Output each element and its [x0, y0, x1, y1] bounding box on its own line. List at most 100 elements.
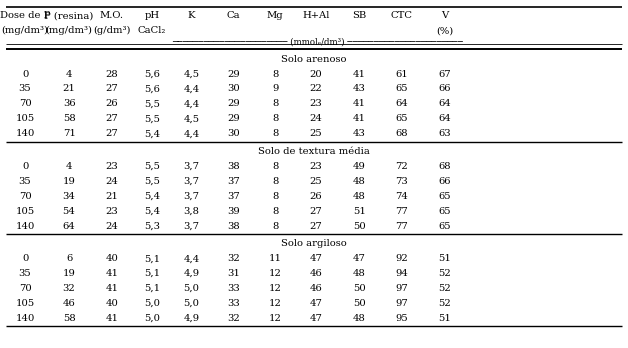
Text: 64: 64 — [63, 222, 75, 231]
Text: 5,4: 5,4 — [144, 207, 160, 216]
Text: 46: 46 — [310, 284, 322, 293]
Text: 3,8: 3,8 — [183, 207, 200, 216]
Text: 8: 8 — [272, 114, 278, 124]
Text: 19: 19 — [63, 177, 75, 186]
Text: 92: 92 — [396, 254, 408, 263]
Text: 65: 65 — [396, 85, 408, 94]
Text: 65: 65 — [438, 192, 451, 201]
Text: 24: 24 — [310, 114, 322, 124]
Text: 70: 70 — [19, 284, 31, 293]
Text: 21: 21 — [106, 192, 118, 201]
Text: 48: 48 — [353, 314, 365, 323]
Text: 5,1: 5,1 — [144, 254, 160, 263]
Text: 35: 35 — [19, 177, 31, 186]
Text: 70: 70 — [19, 192, 31, 201]
Text: 47: 47 — [353, 254, 365, 263]
Text: 20: 20 — [310, 70, 322, 79]
Text: 41: 41 — [106, 269, 118, 278]
Text: 24: 24 — [106, 177, 118, 186]
Text: 97: 97 — [396, 284, 408, 293]
Text: 46: 46 — [63, 299, 75, 308]
Text: 51: 51 — [353, 207, 365, 216]
Text: 12: 12 — [269, 299, 281, 308]
Text: Ca: Ca — [227, 11, 241, 20]
Text: 39: 39 — [227, 207, 240, 216]
Text: 4,4: 4,4 — [183, 85, 200, 94]
Text: 140: 140 — [16, 129, 35, 139]
Text: 5,0: 5,0 — [144, 314, 160, 323]
Text: 43: 43 — [353, 85, 365, 94]
Text: 33: 33 — [227, 284, 240, 293]
Text: 47: 47 — [310, 299, 322, 308]
Text: M.O.: M.O. — [100, 11, 124, 20]
Text: 140: 140 — [16, 314, 35, 323]
Text: 68: 68 — [438, 162, 451, 171]
Text: 66: 66 — [438, 85, 451, 94]
Text: 49: 49 — [353, 162, 365, 171]
Text: 51: 51 — [438, 254, 451, 263]
Text: 26: 26 — [106, 100, 118, 109]
Text: SB: SB — [352, 11, 366, 20]
Text: 35: 35 — [19, 85, 31, 94]
Text: 105: 105 — [16, 299, 35, 308]
Text: 77: 77 — [396, 207, 408, 216]
Text: CTC: CTC — [391, 11, 413, 20]
Text: 0: 0 — [22, 70, 28, 79]
Text: 8: 8 — [272, 177, 278, 186]
Text: 4,5: 4,5 — [183, 70, 200, 79]
Text: 25: 25 — [310, 177, 322, 186]
Text: 5,3: 5,3 — [144, 222, 160, 231]
Text: 5,5: 5,5 — [144, 162, 160, 171]
Text: 105: 105 — [16, 114, 35, 124]
Text: 41: 41 — [353, 70, 365, 79]
Text: 48: 48 — [353, 269, 365, 278]
Text: 38: 38 — [227, 162, 240, 171]
Text: 3,7: 3,7 — [183, 192, 200, 201]
Text: 4,4: 4,4 — [183, 129, 200, 139]
Text: 24: 24 — [106, 222, 118, 231]
Text: (mg/dm³): (mg/dm³) — [2, 26, 48, 35]
Text: 97: 97 — [396, 299, 408, 308]
Text: 36: 36 — [63, 100, 75, 109]
Text: 52: 52 — [438, 269, 451, 278]
Text: 50: 50 — [353, 284, 365, 293]
Text: (g/dm³): (g/dm³) — [93, 26, 131, 35]
Text: 12: 12 — [269, 284, 281, 293]
Text: 8: 8 — [272, 70, 278, 79]
Text: 35: 35 — [19, 269, 31, 278]
Text: 43: 43 — [353, 129, 365, 139]
Text: 48: 48 — [353, 192, 365, 201]
Text: CaCl₂: CaCl₂ — [138, 26, 166, 35]
Text: 5,5: 5,5 — [144, 100, 160, 109]
Text: 4,9: 4,9 — [183, 314, 200, 323]
Text: 19: 19 — [63, 269, 75, 278]
Text: 33: 33 — [227, 299, 240, 308]
Text: 40: 40 — [106, 254, 118, 263]
Text: Mg: Mg — [267, 11, 283, 20]
Text: 4,4: 4,4 — [183, 254, 200, 263]
Text: 95: 95 — [396, 314, 408, 323]
Text: 4,9: 4,9 — [183, 269, 200, 278]
Text: 27: 27 — [310, 222, 322, 231]
Text: 58: 58 — [63, 314, 75, 323]
Text: pH: pH — [144, 11, 160, 20]
Text: 47: 47 — [310, 254, 322, 263]
Text: 66: 66 — [438, 177, 451, 186]
Text: H+Al: H+Al — [302, 11, 330, 20]
Text: 23: 23 — [310, 100, 322, 109]
Text: 12: 12 — [269, 269, 281, 278]
Text: 64: 64 — [396, 100, 408, 109]
Text: 4,4: 4,4 — [183, 100, 200, 109]
Text: 5,6: 5,6 — [144, 85, 160, 94]
Text: 0: 0 — [22, 162, 28, 171]
Text: Dose de P: Dose de P — [0, 11, 50, 20]
Text: 51: 51 — [438, 314, 451, 323]
Text: 4: 4 — [66, 70, 72, 79]
Text: 0: 0 — [22, 254, 28, 263]
Text: 74: 74 — [396, 192, 408, 201]
Text: 65: 65 — [396, 114, 408, 124]
Text: 27: 27 — [310, 207, 322, 216]
Text: 5,0: 5,0 — [183, 284, 200, 293]
Text: 8: 8 — [272, 207, 278, 216]
Text: 5,5: 5,5 — [144, 114, 160, 124]
